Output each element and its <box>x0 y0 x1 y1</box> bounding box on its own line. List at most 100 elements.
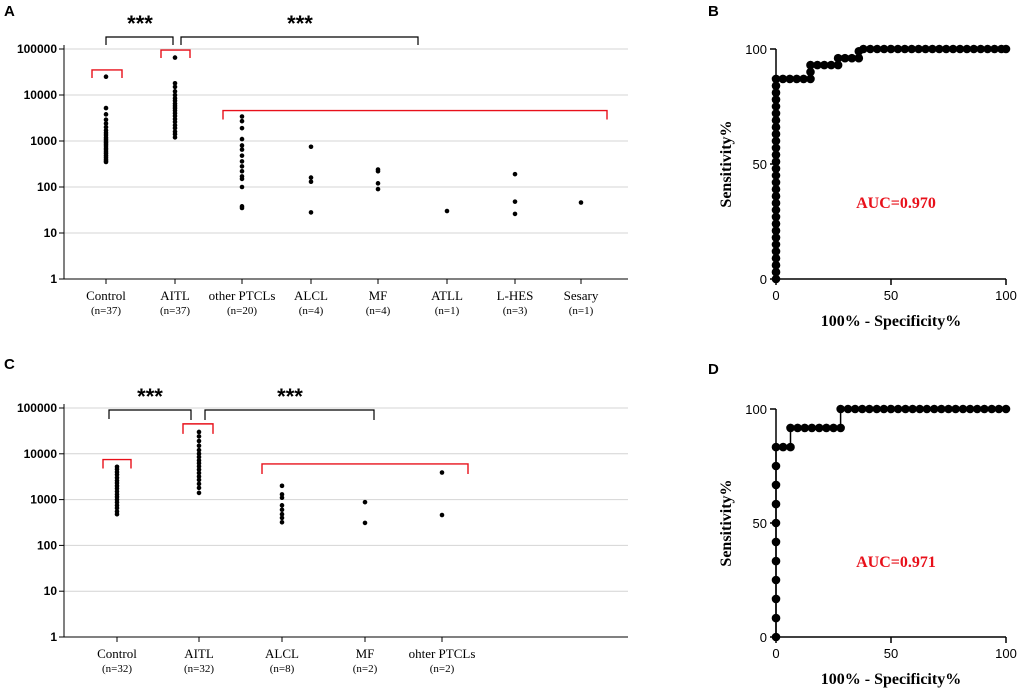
data-point <box>196 454 202 460</box>
roc-point <box>771 122 781 132</box>
scatter-panel-c: 1 10 100 1000 10000 100000 Control (n=32) AITL (n… <box>17 384 628 675</box>
roc-point <box>771 74 781 84</box>
roc-point <box>929 404 939 414</box>
significance-bracket <box>105 36 174 45</box>
roc-point <box>865 404 874 414</box>
roc-curve <box>775 408 1006 637</box>
panel-label-b: B <box>708 3 719 20</box>
significance-bracket <box>180 36 419 45</box>
roc-point <box>771 171 781 180</box>
roc-point <box>799 74 808 84</box>
data-point <box>239 159 245 164</box>
roc-point <box>786 442 795 452</box>
roc-point <box>958 404 968 414</box>
roc-point <box>901 404 910 414</box>
data-point <box>279 503 285 508</box>
data-point <box>196 464 202 469</box>
roc-point <box>771 461 781 471</box>
data-point <box>239 118 245 124</box>
category-label: MF <box>369 288 388 303</box>
roc-point <box>857 404 867 414</box>
red-bracket <box>102 458 132 469</box>
y-tick-label: 0 <box>760 630 767 645</box>
roc-point <box>972 404 982 414</box>
data-point <box>512 171 518 177</box>
category-label: Control <box>97 646 137 661</box>
roc-point <box>937 404 946 414</box>
red-bracket <box>222 109 608 120</box>
roc-point <box>771 109 781 118</box>
data-point <box>439 470 445 475</box>
roc-panel-d: 0 50 100 0 50 100 100% - Specificity% Sensitivi… <box>718 402 1017 688</box>
roc-point <box>793 423 802 433</box>
roc-point <box>771 143 781 153</box>
data-point <box>362 520 368 526</box>
data-point <box>196 434 202 439</box>
roc-point <box>866 44 875 54</box>
data-point <box>512 199 518 204</box>
roc-point <box>771 116 781 125</box>
y-tick-label: 10000 <box>24 447 58 461</box>
data-point <box>279 519 285 525</box>
y-tick-label: 1000 <box>30 134 57 148</box>
category-label: ohter PTCLs <box>409 646 476 661</box>
data-point <box>279 511 285 517</box>
roc-point <box>771 260 781 270</box>
roc-point <box>872 44 882 54</box>
data-point <box>196 467 202 472</box>
roc-point <box>951 404 960 414</box>
roc-panel-b: 0 50 100 0 50 100 100% - Specificity% Sensitivi… <box>718 42 1017 330</box>
roc-point <box>771 499 781 509</box>
roc-point <box>771 632 781 642</box>
data-point <box>196 438 202 444</box>
data-point <box>239 147 245 152</box>
roc-point <box>806 67 815 77</box>
roc-point <box>893 404 903 414</box>
y-axis-title: Sensitivity% <box>718 479 735 566</box>
data-point <box>279 483 285 489</box>
roc-point <box>771 129 781 139</box>
roc-point <box>987 404 997 414</box>
category-label: L-HES <box>497 288 534 303</box>
roc-point <box>990 44 999 54</box>
panel-label-a: A <box>4 3 15 20</box>
y-tick-label: 100 <box>37 538 57 552</box>
roc-point <box>907 44 916 54</box>
data-point <box>239 205 245 211</box>
roc-point <box>806 60 815 70</box>
category-n-label: (n=37) <box>91 305 121 317</box>
roc-point <box>822 423 831 433</box>
data-point <box>239 164 245 169</box>
roc-point <box>833 53 843 63</box>
roc-point <box>850 404 860 414</box>
data-point <box>103 105 109 111</box>
data-point <box>239 125 245 131</box>
roc-point <box>771 253 781 263</box>
roc-point <box>854 53 864 63</box>
roc-point <box>771 267 781 277</box>
roc-point <box>771 150 781 160</box>
significance-stars: *** <box>277 384 303 409</box>
roc-point <box>914 44 923 54</box>
roc-point <box>807 423 817 433</box>
roc-point <box>836 423 845 433</box>
data-point <box>196 474 202 479</box>
data-point <box>103 117 109 123</box>
category-label: MF <box>356 646 375 661</box>
roc-point <box>833 60 843 70</box>
roc-point <box>778 74 788 84</box>
data-point <box>172 119 178 125</box>
data-point <box>103 74 109 79</box>
auc-label: AUC=0.970 <box>856 195 936 212</box>
category-label: AITL <box>160 288 190 303</box>
category-n-label: (n=2) <box>353 663 378 675</box>
roc-point <box>879 404 889 414</box>
roc-point <box>786 423 795 433</box>
roc-point <box>921 44 930 54</box>
category-n-label: (n=3) <box>503 305 528 317</box>
roc-point <box>976 44 985 54</box>
roc-point <box>771 442 781 452</box>
roc-point <box>771 185 781 194</box>
data-point <box>103 121 109 126</box>
data-point <box>103 124 109 130</box>
